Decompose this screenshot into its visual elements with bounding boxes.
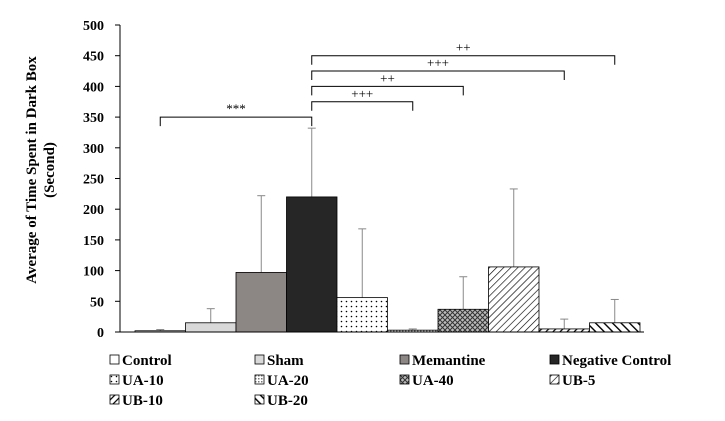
y-tick-label: 250	[83, 173, 104, 188]
legend-swatch	[399, 374, 410, 385]
significance-bracket	[311, 70, 565, 81]
legend-swatch	[399, 354, 410, 365]
legend-swatch	[254, 394, 265, 405]
y-tick-label: 300	[83, 142, 104, 157]
y-tick-label: 0	[97, 326, 104, 341]
legend-label: Memantine	[412, 353, 486, 369]
y-tick-label: 350	[83, 111, 104, 126]
y-tick-label: 50	[90, 295, 104, 310]
legend-label: UA-20	[267, 373, 309, 389]
y-axis-ticks: 0 50 100 150 200 250 300 350 400 450 500	[83, 19, 120, 341]
legend-label: UA-40	[412, 373, 454, 389]
significance-label: +++	[427, 55, 449, 70]
y-tick-label: 500	[83, 19, 104, 34]
bar-memantine	[235, 272, 287, 333]
legend: Control Sham Memantine Negative Control UA-1…	[109, 353, 671, 409]
significance-brackets: ***++++++++++	[159, 40, 616, 127]
bars	[134, 196, 641, 333]
legend-swatch	[549, 354, 560, 365]
y-axis-title-line1: Average of Time Spent in Dark Box	[24, 56, 40, 284]
legend-label: UA-10	[122, 373, 164, 389]
legend-swatch	[109, 394, 120, 405]
legend-swatch	[109, 374, 120, 385]
legend-label: Negative Control	[562, 353, 671, 369]
legend-swatch	[549, 374, 560, 385]
legend-label: UB-20	[267, 393, 308, 409]
significance-label: ++	[380, 70, 395, 85]
legend-label: Sham	[267, 353, 304, 369]
bar-ua-10	[336, 297, 388, 333]
y-tick-label: 400	[83, 80, 104, 95]
significance-bracket	[311, 85, 464, 96]
significance-label: ***	[226, 101, 246, 116]
y-axis-title: Average of Time Spent in Dark Box (Secon…	[24, 56, 58, 284]
significance-bracket	[159, 116, 313, 127]
y-tick-label: 100	[83, 265, 104, 280]
legend-swatch	[254, 374, 265, 385]
error-bars	[156, 127, 619, 331]
y-axis-title-line2: (Second)	[42, 142, 58, 198]
y-tick-label: 200	[83, 203, 104, 218]
y-tick-label: 150	[83, 234, 104, 249]
significance-label: +++	[351, 86, 373, 101]
bar-ua-40	[437, 308, 489, 333]
legend-swatch	[109, 354, 120, 365]
legend-label: Control	[122, 353, 172, 369]
y-tick-label: 450	[83, 50, 104, 65]
bar-negative-control	[286, 196, 338, 333]
legend-label: UB-10	[122, 393, 163, 409]
legend-label: UB-5	[562, 373, 595, 389]
significance-label: ++	[456, 40, 471, 55]
legend-swatch	[254, 354, 265, 365]
bar-ub-20	[589, 322, 641, 333]
significance-bracket	[311, 55, 616, 65]
significance-bracket	[311, 101, 414, 111]
bar-ub-5	[488, 266, 540, 333]
bar-sham	[185, 322, 237, 333]
